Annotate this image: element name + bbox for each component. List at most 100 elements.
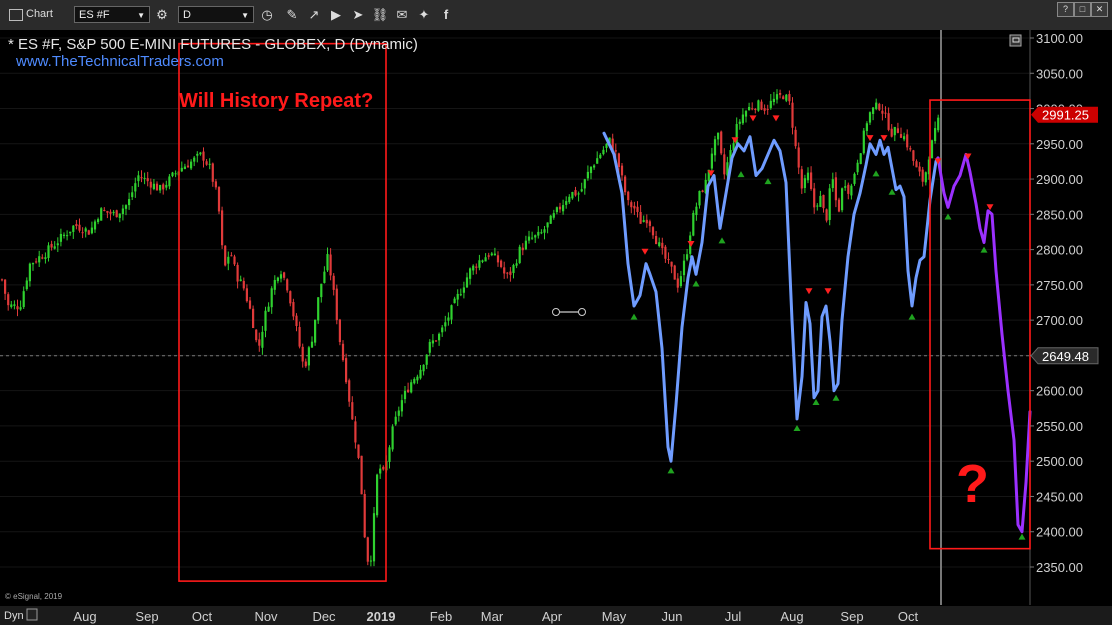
candle <box>217 187 221 212</box>
candle <box>670 261 673 267</box>
candle <box>568 196 571 203</box>
pencil-icon[interactable]: ✎ <box>286 7 298 22</box>
window-restore-icon[interactable] <box>1009 34 1022 47</box>
time-tick-label: Aug <box>780 609 803 624</box>
drawing-handle-tool[interactable] <box>552 308 586 316</box>
candle <box>335 288 338 321</box>
candle <box>667 259 670 261</box>
candle <box>549 215 552 224</box>
candle <box>831 179 834 189</box>
candle <box>425 354 428 365</box>
candle <box>341 343 345 361</box>
candle <box>918 166 921 172</box>
dyn-menu-icon[interactable] <box>26 608 38 621</box>
candle <box>707 169 710 182</box>
candle <box>552 213 555 218</box>
time-tick-label: Apr <box>542 609 563 624</box>
time-tick-label: Aug <box>73 609 96 624</box>
candle <box>710 153 713 169</box>
price-tick-label: 2350.00 <box>1036 560 1083 575</box>
facebook-icon[interactable]: f <box>443 7 449 22</box>
candle <box>121 208 124 215</box>
candle <box>450 305 453 320</box>
last-price-label: 2991.25 <box>1042 108 1089 123</box>
candle <box>283 272 286 278</box>
candle <box>174 173 177 175</box>
price-tick-label: 3050.00 <box>1036 66 1083 81</box>
candle <box>44 257 47 259</box>
twitter-icon[interactable]: ✦ <box>418 7 430 22</box>
candle <box>208 163 211 165</box>
price-tick-label: 2550.00 <box>1036 419 1083 434</box>
candle <box>332 275 335 290</box>
candle <box>651 227 655 236</box>
candle <box>16 306 19 310</box>
candle <box>577 193 580 195</box>
candle <box>369 560 372 562</box>
candle <box>298 327 301 347</box>
link-icon[interactable]: ⛓ <box>371 7 389 22</box>
candle <box>137 175 140 182</box>
candle <box>273 280 276 290</box>
candle <box>155 183 159 191</box>
candle <box>754 108 757 110</box>
candle <box>428 341 431 353</box>
close-button[interactable]: ✕ <box>1091 2 1108 17</box>
symbol-combobox[interactable]: ES #F ▼ <box>74 6 150 23</box>
candle <box>264 310 267 331</box>
cursor-icon[interactable]: ➤ <box>352 7 364 22</box>
website-link[interactable]: www.TheTechnicalTraders.com <box>15 53 224 70</box>
clock-icon[interactable]: ◷ <box>261 7 273 22</box>
down-marker <box>641 248 649 255</box>
candle <box>62 234 66 236</box>
candle <box>41 257 44 259</box>
candle <box>620 165 624 176</box>
candle <box>87 230 90 235</box>
candle <box>314 319 317 343</box>
candle <box>909 148 912 150</box>
candle <box>717 132 720 140</box>
candle <box>512 265 515 274</box>
candle <box>527 236 531 241</box>
candle <box>397 410 400 416</box>
candle <box>788 94 791 102</box>
comment-icon[interactable]: ✉ <box>396 7 408 22</box>
time-tick-label: Sep <box>135 609 158 624</box>
time-tick-label: Oct <box>192 609 213 624</box>
candle <box>78 224 81 231</box>
pivot-markers <box>630 115 1026 540</box>
candle <box>465 277 469 288</box>
down-marker <box>731 137 739 144</box>
candle <box>834 177 837 201</box>
interval-combobox[interactable]: D ▼ <box>178 6 254 23</box>
symbol-dropdown-icon[interactable]: ▼ <box>137 11 145 20</box>
candle <box>648 221 651 226</box>
up-marker <box>944 213 952 220</box>
up-marker <box>718 237 726 244</box>
candle <box>320 283 323 298</box>
candle <box>617 153 620 168</box>
candle <box>109 211 112 214</box>
symbol-settings-icon[interactable]: ⚙ <box>156 7 168 22</box>
interval-dropdown-icon[interactable]: ▼ <box>241 11 249 20</box>
candle <box>686 254 689 260</box>
line-icon[interactable]: ↗ <box>308 7 320 22</box>
candle <box>159 185 162 191</box>
candle <box>868 112 872 123</box>
candle <box>56 243 59 246</box>
maximize-button[interactable]: □ <box>1074 2 1091 17</box>
candle <box>410 382 413 393</box>
candle <box>515 263 518 266</box>
candle <box>704 179 707 194</box>
help-button[interactable]: ? <box>1057 2 1074 17</box>
down-marker <box>964 153 972 160</box>
price-chart[interactable]: 3100.003050.003000.002950.002900.002850.… <box>0 30 1112 625</box>
annotation-boxes <box>178 42 1031 582</box>
candle <box>655 235 658 245</box>
candle <box>679 276 682 287</box>
candle <box>382 466 385 470</box>
down-marker <box>749 115 757 122</box>
candle <box>893 126 896 136</box>
play-icon[interactable]: ▶ <box>331 7 341 22</box>
candle <box>214 181 217 188</box>
